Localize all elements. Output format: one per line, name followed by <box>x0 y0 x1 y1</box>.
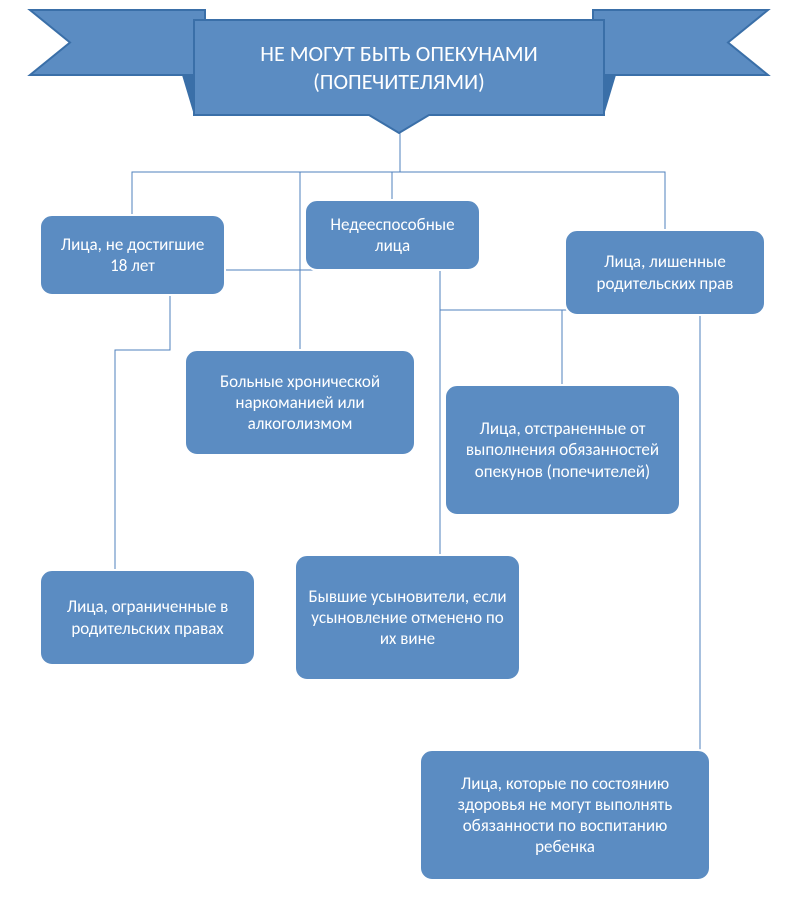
banner-line2: (ПОПЕЧИТЕЛЯМИ) <box>313 68 485 95</box>
node-label: Больные хронической наркоманией или алко… <box>197 371 403 435</box>
node-n1: Лица, не достигшие 18 лет <box>40 215 225 295</box>
node-n4: Больные хронической наркоманией или алко… <box>185 350 415 455</box>
node-label: Недееспособные лица <box>317 214 468 257</box>
node-n7: Бывшие усыновители, если усыновление отм… <box>295 555 520 680</box>
node-label: Лица, ограниченные в родительских правах <box>52 596 243 639</box>
banner-title: НЕ МОГУТ БЫТЬ ОПЕКУНАМИ(ПОПЕЧИТЕЛЯМИ) <box>194 20 604 115</box>
node-label: Лица, отстраненные от выполнения обязанн… <box>457 418 668 482</box>
node-n6: Лица, ограниченные в родительских правах <box>40 570 255 665</box>
node-n3: Лица, лишенные родительских прав <box>565 230 765 315</box>
node-n8: Лица, которые по состоянию здоровья не м… <box>420 750 710 880</box>
node-label: Лица, лишенные родительских прав <box>577 251 753 294</box>
node-label: Лица, которые по состоянию здоровья не м… <box>432 773 698 858</box>
node-n5: Лица, отстраненные от выполнения обязанн… <box>445 385 680 515</box>
node-label: Бывшие усыновители, если усыновление отм… <box>307 586 508 650</box>
banner-line1: НЕ МОГУТ БЫТЬ ОПЕКУНАМИ <box>260 40 537 67</box>
node-n2: Недееспособные лица <box>305 200 480 270</box>
node-label: Лица, не достигшие 18 лет <box>52 234 213 277</box>
